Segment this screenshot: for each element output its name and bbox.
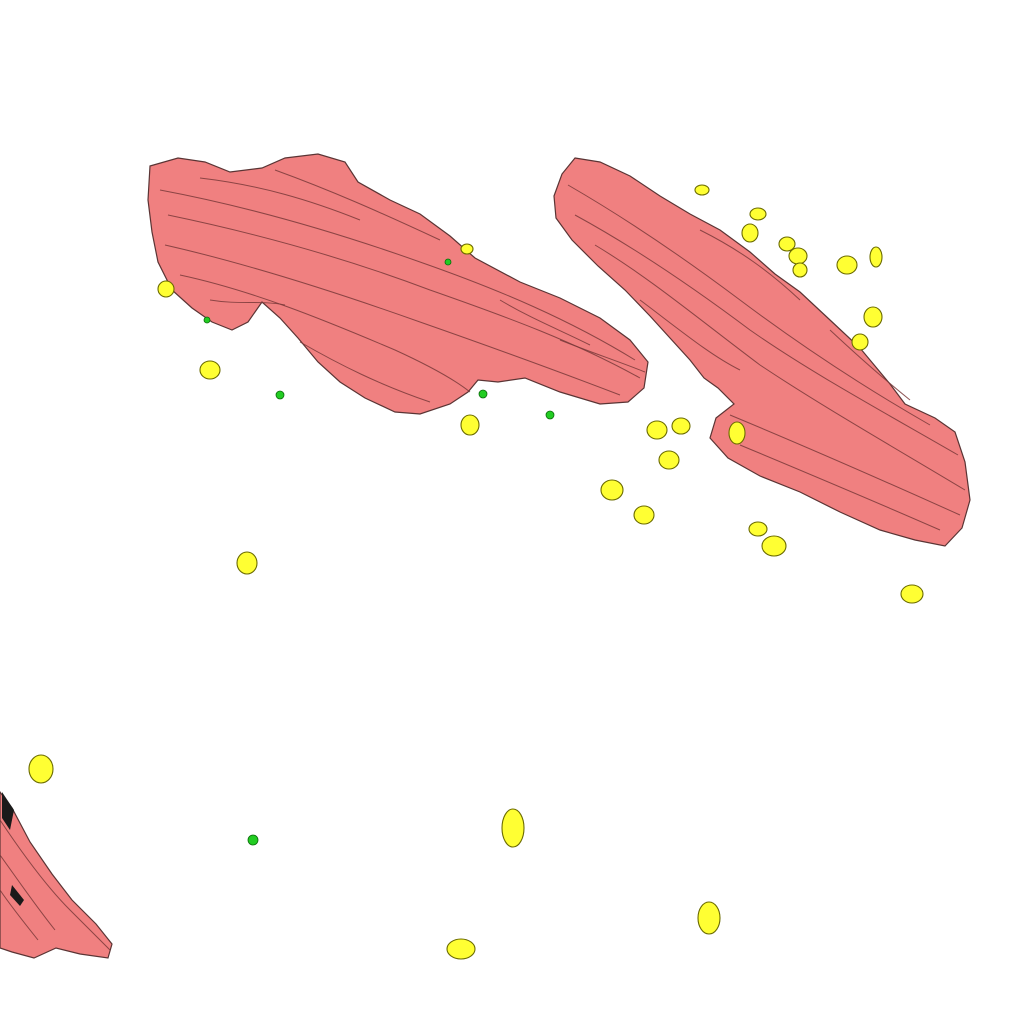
yellow-blob	[157, 280, 175, 298]
green-particles	[203, 258, 555, 846]
green-dot	[203, 316, 211, 324]
yellow-blob	[460, 414, 480, 436]
muscle-fiber-fragment-bottom-left	[0, 791, 113, 959]
yellow-blob	[749, 207, 767, 221]
yellow-blob	[788, 247, 808, 265]
yellow-blob	[501, 808, 525, 848]
green-dot	[478, 389, 488, 399]
green-dot	[247, 834, 259, 846]
yellow-blob	[728, 421, 746, 445]
yellow-blob	[694, 184, 710, 196]
yellow-cell-nuclei	[28, 184, 924, 960]
yellow-blob	[778, 236, 796, 252]
yellow-blob	[851, 333, 869, 351]
muscle-fiber-bundle-left	[147, 153, 649, 415]
yellow-blob	[900, 584, 924, 604]
yellow-blob	[199, 360, 221, 380]
yellow-blob	[646, 420, 668, 440]
yellow-blob	[869, 246, 883, 268]
muscle-fiber-bundle-right	[553, 157, 971, 547]
yellow-blob	[633, 505, 655, 525]
yellow-blob	[792, 262, 808, 278]
yellow-blob	[761, 535, 787, 557]
green-dot	[444, 258, 452, 266]
yellow-blob	[28, 754, 54, 784]
yellow-blob	[697, 901, 721, 935]
yellow-blob	[741, 223, 759, 243]
yellow-blob	[600, 479, 624, 501]
yellow-blob	[863, 306, 883, 328]
yellow-blob	[446, 938, 476, 960]
yellow-blob	[658, 450, 680, 470]
yellow-blob	[671, 417, 691, 435]
yellow-blob	[748, 521, 768, 537]
yellow-blob	[460, 243, 474, 255]
green-dot	[275, 390, 285, 400]
yellow-blob	[836, 255, 858, 275]
green-dot	[545, 410, 555, 420]
yellow-blob	[236, 551, 258, 575]
